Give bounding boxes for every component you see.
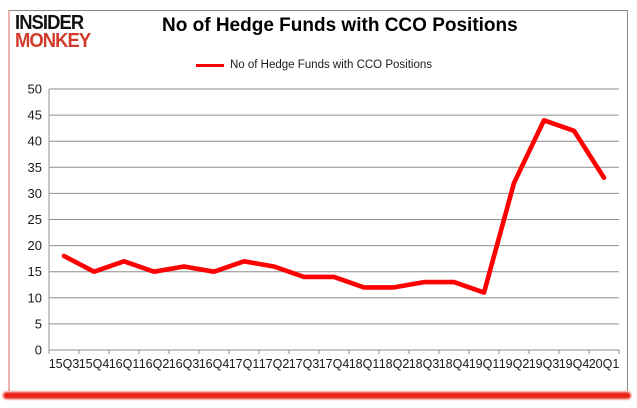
x-axis-label: 16Q3: [169, 357, 200, 371]
x-axis-label: 18Q4: [439, 357, 470, 371]
chart-card: INSIDER MONKEY No of Hedge Funds with CC…: [8, 10, 628, 391]
x-axis-label: 19Q2: [499, 357, 530, 371]
y-axis-label: 25: [28, 212, 42, 227]
x-axis-label: 17Q4: [319, 357, 350, 371]
x-axis-label: 18Q2: [379, 357, 410, 371]
x-axis-label: 19Q3: [529, 357, 560, 371]
y-axis-label: 0: [35, 343, 42, 358]
legend: No of Hedge Funds with CCO Positions: [196, 59, 432, 71]
y-axis-label: 30: [28, 186, 42, 201]
x-axis-label: 16Q2: [139, 357, 170, 371]
y-axis-label: 35: [28, 160, 42, 175]
insider-monkey-logo: INSIDER MONKEY: [15, 12, 116, 52]
logo-line-insider: INSIDER: [15, 12, 84, 34]
y-axis-label: 15: [28, 264, 42, 279]
chart-title: No of Hedge Funds with CCO Positions: [162, 15, 518, 36]
chart-svg: 0 5 10 15 20 25 30 35 40 45 50 15Q3 15Q4 16Q1 16Q2 16Q3…: [28, 82, 620, 371]
x-axis-label: 20Q1: [589, 357, 620, 371]
y-axis-label: 10: [28, 290, 42, 305]
x-axis-label: 18Q1: [349, 357, 380, 371]
legend-line-swatch: [196, 63, 224, 67]
x-axis-label: 17Q1: [229, 357, 260, 371]
y-axis-label: 50: [28, 82, 42, 97]
y-axis-label: 40: [28, 134, 42, 149]
x-axis-label: 15Q4: [79, 357, 110, 371]
x-axis-label: 15Q3: [49, 357, 80, 371]
data-line-series: [61, 117, 607, 295]
logo-line-monkey: MONKEY: [15, 30, 91, 52]
x-axis-label: 18Q3: [409, 357, 440, 371]
plot-area: 0 5 10 15 20 25 30 35 40 45 50 15Q3 15Q4 16Q1 16Q2 16Q3…: [10, 77, 632, 391]
y-axis-label: 45: [28, 108, 42, 123]
x-axis-label: 17Q3: [289, 357, 320, 371]
x-axis-label: 19Q4: [559, 357, 590, 371]
y-axis-label: 20: [28, 238, 42, 253]
x-axis-label: 16Q4: [199, 357, 230, 371]
x-axis-label: 17Q2: [259, 357, 290, 371]
legend-label: No of Hedge Funds with CCO Positions: [230, 59, 432, 71]
x-axis-label: 16Q1: [109, 357, 140, 371]
y-axis-label: 5: [35, 316, 42, 331]
x-axis-label: 19Q1: [469, 357, 500, 371]
